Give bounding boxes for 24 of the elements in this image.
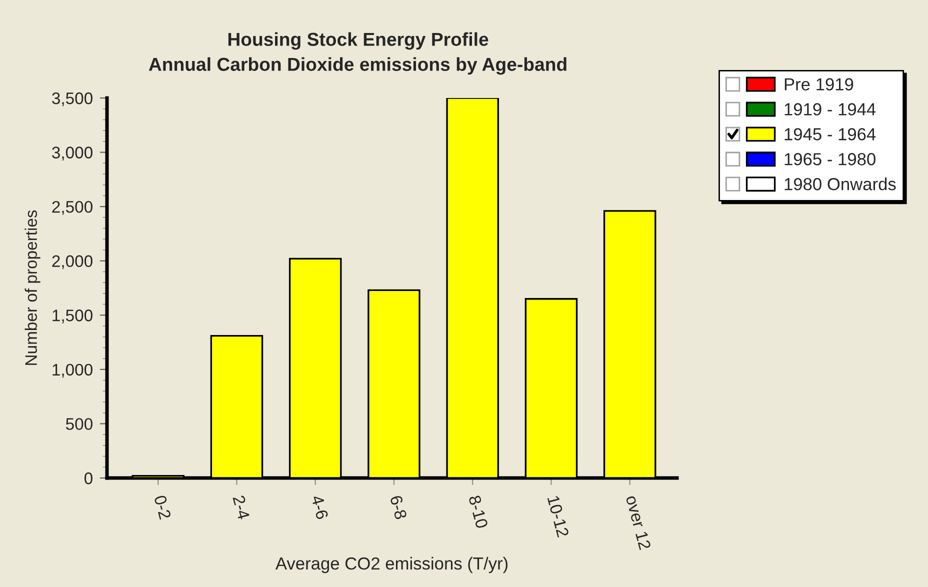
y-tick-label: 2,500 (52, 200, 92, 215)
x-tick-label: 4-6 (311, 494, 328, 520)
legend-label: 1945 - 1964 (784, 128, 876, 140)
x-tick-label: over 12 (626, 494, 652, 550)
x-axis-title: Average CO2 emissions (T/yr) (275, 556, 508, 574)
x-tick-label: 8-10 (468, 494, 488, 529)
x-tick-label: 0-2 (154, 494, 172, 520)
x-tick-label: 6-8 (390, 494, 408, 520)
y-tick-label: 0 (84, 472, 92, 484)
legend-label: 1919 - 1944 (784, 103, 876, 116)
y-tick-label: 1,000 (52, 364, 92, 378)
y-tick-label: 1,500 (52, 310, 92, 324)
y-tick-label: 3,000 (52, 146, 92, 160)
legend-label: 1980 Onwards (784, 178, 896, 190)
legend-label: 1965 - 1980 (784, 153, 876, 166)
y-tick-label: 2,000 (52, 255, 92, 270)
chart-title: Housing Stock Energy Profile (228, 32, 488, 50)
y-tick-label: 3,500 (52, 92, 92, 106)
x-tick-label: 2-4 (232, 494, 250, 520)
legend-label: Pre 1919 (784, 78, 854, 90)
chart-subtitle: Annual Carbon Dioxide emissions by Age-band (148, 57, 566, 75)
y-axis-title: Number of properties (24, 210, 40, 365)
y-tick-label: 500 (66, 418, 92, 430)
x-tick-label: 10-12 (547, 495, 570, 538)
